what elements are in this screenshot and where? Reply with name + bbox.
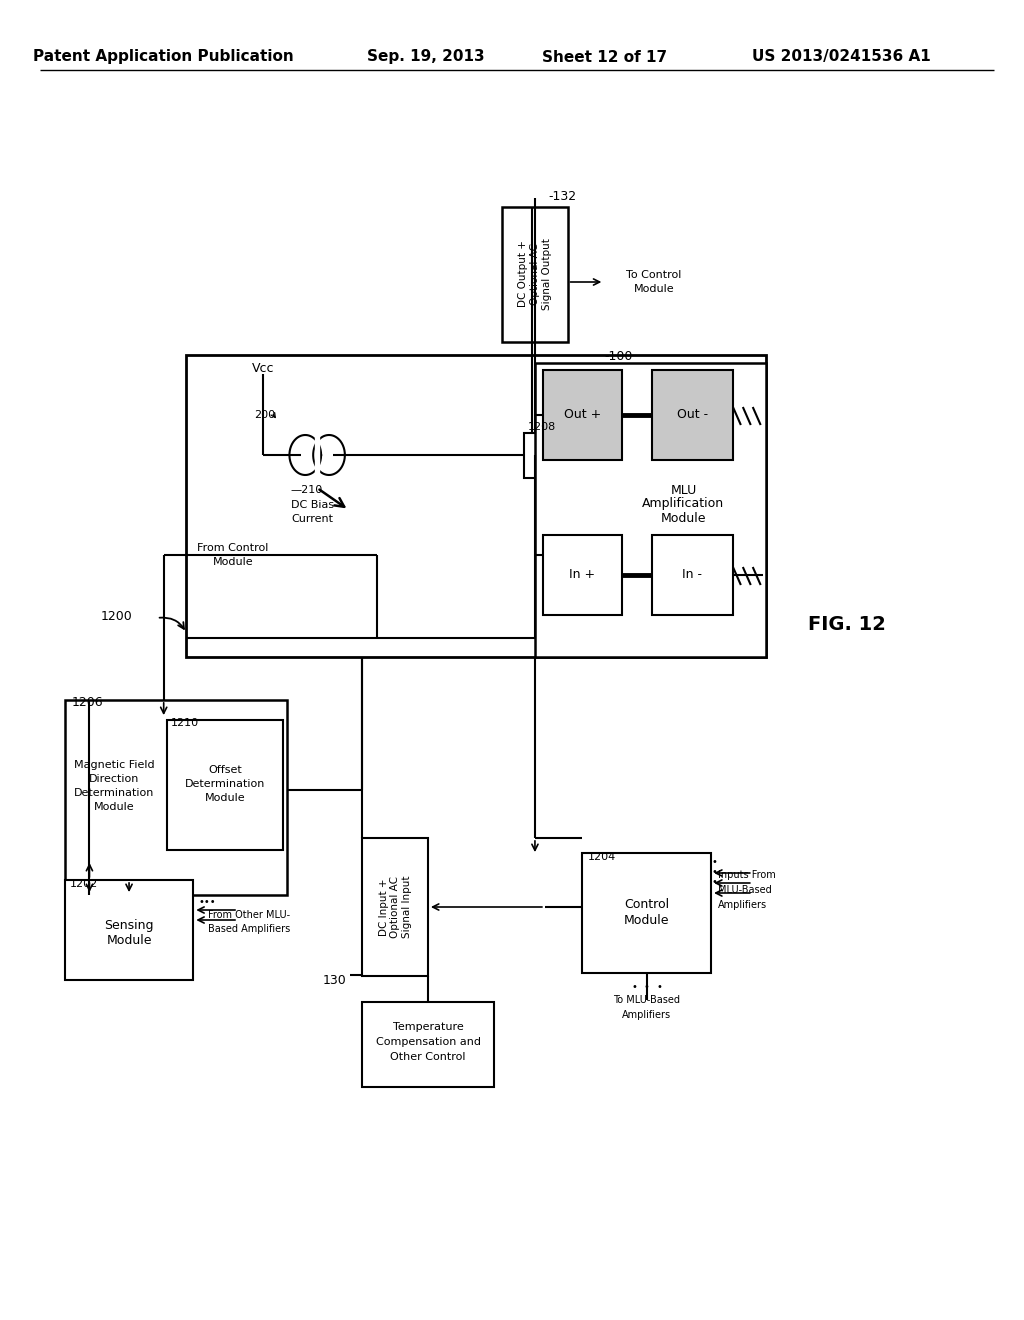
Text: Offset: Offset	[208, 766, 242, 775]
Text: •: •	[712, 857, 717, 867]
Text: Sheet 12 of 17: Sheet 12 of 17	[542, 49, 667, 65]
Text: In -: In -	[682, 569, 702, 582]
Text: Control: Control	[625, 899, 670, 912]
Text: •: •	[712, 867, 717, 876]
Bar	[583, 853, 711, 973]
Text: Based Amplifiers: Based Amplifiers	[208, 924, 291, 935]
Text: 1204: 1204	[588, 851, 615, 862]
Text: Current: Current	[291, 513, 333, 524]
Bar	[503, 207, 567, 342]
Text: -132: -132	[549, 190, 577, 202]
Text: •: •	[712, 876, 717, 887]
Text: Sep. 19, 2013: Sep. 19, 2013	[368, 49, 484, 65]
Text: Sensing: Sensing	[104, 919, 154, 932]
Text: 130: 130	[324, 974, 347, 986]
Bar	[167, 719, 284, 850]
Text: US 2013/0241536 A1: US 2013/0241536 A1	[753, 49, 931, 65]
Bar	[651, 370, 733, 459]
Text: Vcc: Vcc	[252, 362, 274, 375]
Text: Compensation and: Compensation and	[376, 1038, 480, 1047]
Bar	[361, 1002, 495, 1086]
Text: Module: Module	[205, 793, 246, 803]
Text: Determination: Determination	[74, 788, 155, 799]
Text: From Other MLU-: From Other MLU-	[208, 909, 291, 920]
Text: Temperature: Temperature	[392, 1022, 464, 1032]
Bar	[543, 370, 622, 459]
Text: Out -: Out -	[677, 408, 708, 421]
Text: Module: Module	[624, 913, 670, 927]
Bar	[651, 535, 733, 615]
Text: Module: Module	[213, 557, 253, 568]
Bar	[535, 363, 766, 657]
Text: 200: 200	[254, 411, 275, 420]
Text: DC Output +
Optional AC
Signal Output: DC Output + Optional AC Signal Output	[518, 238, 552, 310]
Bar	[65, 700, 288, 895]
Bar	[65, 880, 194, 979]
Text: Other Control: Other Control	[390, 1052, 466, 1063]
Bar	[543, 535, 622, 615]
Text: Amplification: Amplification	[642, 498, 725, 511]
Text: •: •	[631, 982, 637, 993]
Text: 1210: 1210	[171, 718, 199, 729]
Text: 1206: 1206	[72, 697, 103, 710]
Text: Amplifiers: Amplifiers	[718, 900, 767, 909]
Text: Module: Module	[634, 284, 674, 294]
Bar	[361, 838, 428, 975]
Text: •: •	[644, 982, 650, 993]
Text: 1200: 1200	[100, 610, 132, 623]
Text: Module: Module	[94, 803, 134, 812]
Text: -100: -100	[604, 350, 633, 363]
Text: •: •	[656, 982, 663, 993]
Text: —210: —210	[291, 484, 323, 495]
Text: Patent Application Publication: Patent Application Publication	[34, 49, 294, 65]
Text: DC Input +
Optional AC
Signal Input: DC Input + Optional AC Signal Input	[379, 875, 412, 939]
Text: Out +: Out +	[564, 408, 601, 421]
Text: DC Bias: DC Bias	[291, 500, 334, 510]
Text: MLU-Based: MLU-Based	[718, 884, 772, 895]
Text: Inputs From: Inputs From	[718, 870, 776, 880]
Text: In +: In +	[569, 569, 596, 582]
Text: Magnetic Field: Magnetic Field	[74, 760, 155, 770]
Text: From Control: From Control	[198, 543, 268, 553]
Text: •••: •••	[199, 898, 216, 907]
Bar	[524, 433, 540, 478]
Text: Module: Module	[660, 511, 707, 524]
Text: Module: Module	[106, 933, 152, 946]
Text: FIG. 12: FIG. 12	[808, 615, 886, 635]
Text: MLU: MLU	[671, 483, 696, 496]
Text: To Control: To Control	[626, 271, 681, 280]
Text: 1208: 1208	[528, 422, 556, 432]
Text: Amplifiers: Amplifiers	[623, 1010, 672, 1020]
Text: 1202: 1202	[70, 879, 98, 888]
Text: To MLU-Based: To MLU-Based	[613, 995, 680, 1005]
Text: Determination: Determination	[185, 779, 265, 789]
Bar	[186, 355, 766, 657]
Text: Direction: Direction	[89, 774, 139, 784]
